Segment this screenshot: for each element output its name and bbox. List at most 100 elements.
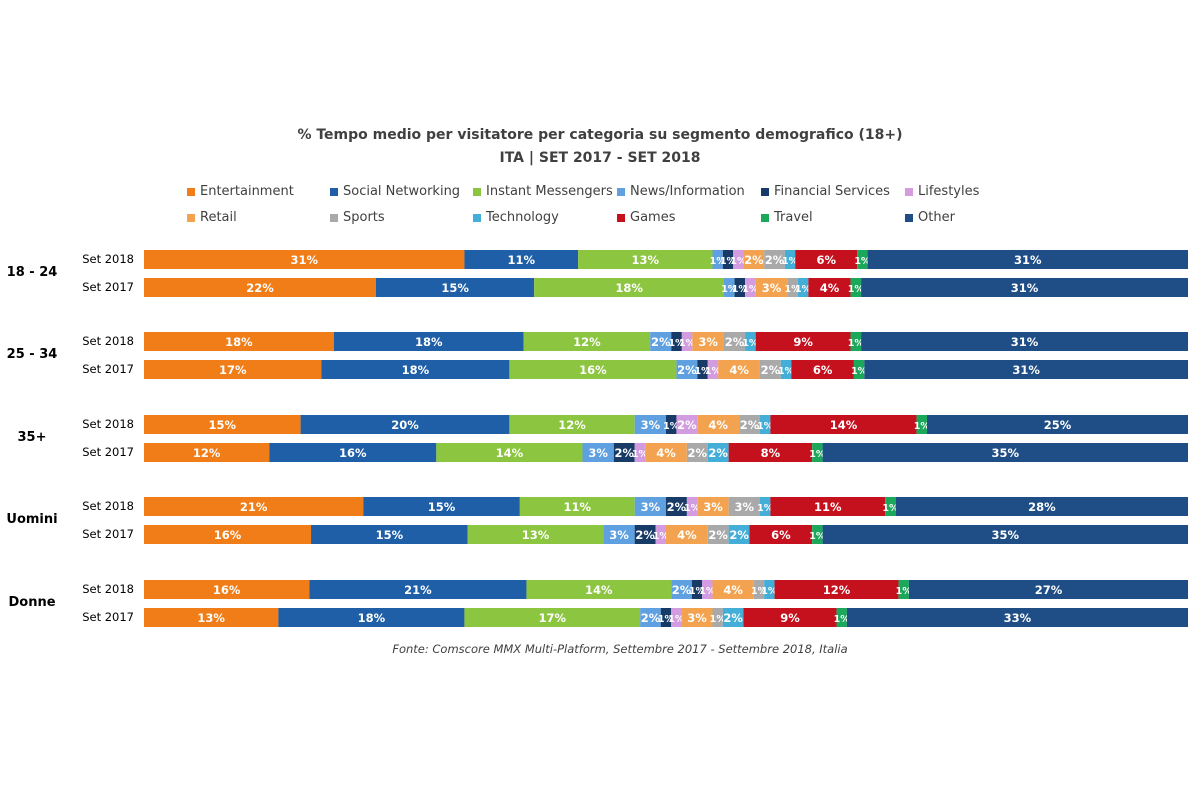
bar-segment [655, 525, 666, 544]
bar-segment [895, 497, 1188, 516]
bar-value-label: 13% [632, 253, 660, 267]
bar-segment [898, 580, 909, 599]
bar-segment [857, 250, 868, 269]
bar-segment [363, 497, 520, 516]
bar-segment [269, 443, 437, 462]
bar-value-label: 3% [588, 446, 608, 460]
bar-value-label: 1% [658, 614, 675, 625]
bar-value-label: 4% [729, 363, 749, 377]
bar-segment [734, 278, 746, 297]
bar-segment [743, 608, 837, 627]
bar-value-label: 3% [735, 500, 755, 514]
bar-segment [722, 608, 744, 627]
bar-value-label: 2% [641, 611, 661, 625]
bar-value-label: 18% [358, 611, 386, 625]
bar-segment [650, 332, 672, 351]
bar-value-label: 14% [830, 418, 858, 432]
row-label: Set 2018 [82, 252, 134, 266]
bar-segment [144, 250, 465, 269]
bar-segment [774, 580, 899, 599]
row-label: Set 2018 [82, 582, 134, 596]
bar-segment [718, 360, 760, 379]
bar-segment [509, 360, 677, 379]
bar-value-label: 22% [246, 281, 274, 295]
bar-segment [759, 415, 771, 434]
bar-segment [697, 497, 729, 516]
bar-value-label: 12% [823, 583, 851, 597]
bar-value-label: 35% [992, 528, 1020, 542]
bar-value-label: 1% [782, 256, 799, 267]
bar-segment [733, 250, 744, 269]
bar-value-label: 2% [688, 446, 708, 460]
bar-value-label: 1% [668, 338, 685, 349]
bar-value-label: 1% [699, 586, 716, 597]
bar-value-label: 1% [653, 531, 670, 542]
bar-segment [780, 360, 792, 379]
bar-segment [692, 332, 724, 351]
bar-segment [759, 360, 781, 379]
bar-segment [464, 608, 641, 627]
bar-segment [745, 332, 756, 351]
bar-value-label: 11% [508, 253, 536, 267]
bar-value-label: 27% [1035, 583, 1063, 597]
bar-segment [755, 332, 851, 351]
group-label: 25 - 34 [6, 347, 58, 362]
bar-segment [770, 415, 917, 434]
bar-segment [300, 415, 510, 434]
bar-value-label: 1% [742, 338, 759, 349]
bar-value-label: 13% [197, 611, 225, 625]
bar-value-label: 1% [679, 338, 696, 349]
bar-segment [144, 497, 364, 516]
bar-value-label: 1% [761, 586, 778, 597]
bar-segment [697, 415, 740, 434]
bar-segment [681, 332, 693, 351]
bar-value-label: 1% [848, 284, 865, 295]
bar-value-label: 2% [614, 446, 634, 460]
bar-value-label: 1% [689, 586, 706, 597]
bar-value-label: 3% [703, 500, 723, 514]
chart-subtitle: ITA | SET 2017 - SET 2018 [499, 150, 701, 166]
bar-value-label: 4% [708, 418, 728, 432]
bar-value-label: 16% [213, 583, 241, 597]
bar-value-label: 2% [765, 253, 785, 267]
bar-segment [707, 360, 719, 379]
bar-segment [749, 525, 813, 544]
bar-segment [867, 250, 1188, 269]
bar-value-label: 1% [834, 614, 851, 625]
group-label: Donne [8, 595, 56, 610]
row-label: Set 2017 [82, 527, 134, 541]
bar-segment [666, 497, 687, 516]
bar-value-label: 1% [732, 284, 749, 295]
bar-value-label: 1% [809, 449, 826, 460]
bar-segment [850, 278, 862, 297]
bar-value-label: 20% [391, 418, 419, 432]
bar-segment [728, 497, 760, 516]
bar-value-label: 3% [641, 418, 661, 432]
bar-value-label: 2% [708, 528, 728, 542]
bar-value-label: 11% [563, 500, 591, 514]
bar-value-label: 17% [539, 611, 567, 625]
bar-segment [743, 250, 765, 269]
bar-segment [144, 608, 279, 627]
bar-value-label: 31% [1011, 335, 1039, 349]
bar-segment [759, 497, 771, 516]
bar-segment [712, 250, 723, 269]
group-label: Uomini [6, 512, 58, 527]
bar-value-label: 31% [1014, 253, 1042, 267]
chart-title: % Tempo medio per visitatore per categor… [297, 127, 903, 143]
bar-segment [464, 250, 579, 269]
bar-segment [795, 250, 858, 269]
row-label: Set 2018 [82, 417, 134, 431]
bar-value-label: 21% [240, 500, 268, 514]
bar-segment [603, 525, 635, 544]
bar-segment [861, 278, 1188, 297]
bar-segment [745, 278, 756, 297]
group-label: 18 - 24 [6, 265, 58, 280]
bar-segment [836, 608, 847, 627]
bar-value-label: 18% [415, 335, 443, 349]
bar-value-label: 3% [687, 611, 707, 625]
bar-value-label: 1% [896, 586, 913, 597]
bar-segment [797, 278, 809, 297]
bar-value-label: 33% [1004, 611, 1032, 625]
bar-value-label: 1% [684, 503, 701, 514]
